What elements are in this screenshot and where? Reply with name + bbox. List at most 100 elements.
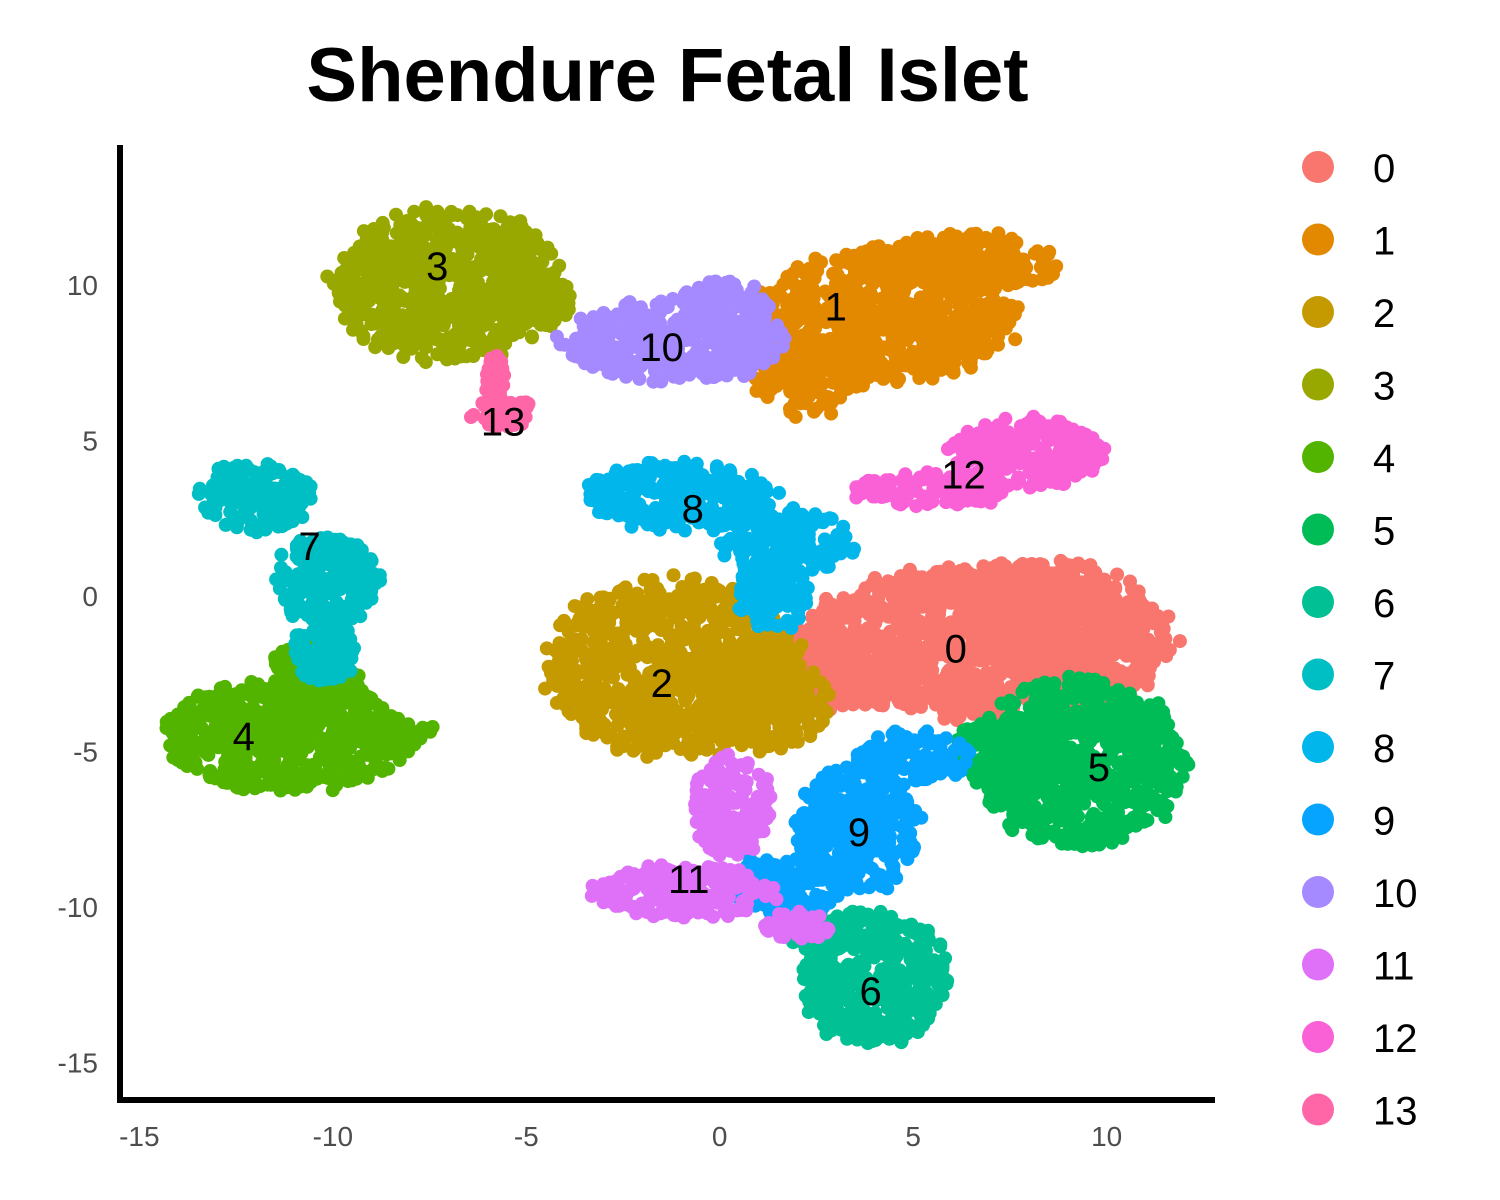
cluster-3-point xyxy=(479,207,494,222)
cluster-0-point xyxy=(863,678,878,693)
cluster-1-point xyxy=(974,336,989,351)
cluster-2-point xyxy=(766,686,781,700)
cluster-1-point xyxy=(858,346,873,361)
cluster-2-point xyxy=(575,632,589,647)
cluster-3-point xyxy=(337,311,352,326)
cluster-0-point xyxy=(1007,611,1022,626)
cluster-0-point xyxy=(951,685,966,700)
cluster-3-point xyxy=(503,215,518,230)
cluster-3-point xyxy=(403,216,418,231)
cluster-1-point xyxy=(809,346,824,361)
cluster-3-point xyxy=(348,291,363,306)
cluster-1-point xyxy=(786,292,801,307)
cluster-0-point xyxy=(1116,618,1131,633)
cluster-1-point xyxy=(1041,247,1056,262)
cluster-2-point xyxy=(666,568,681,583)
cluster-3-points xyxy=(320,200,577,370)
cluster-1-point xyxy=(795,279,810,294)
cluster-0-point xyxy=(989,558,1004,573)
cluster-0-point xyxy=(915,570,930,585)
cluster-1-point xyxy=(877,312,892,327)
cluster-1-point xyxy=(776,277,791,292)
cluster-2-point xyxy=(686,581,701,596)
cluster-0-point xyxy=(1161,609,1176,624)
cluster-0-point xyxy=(1107,629,1122,644)
cluster-2-point xyxy=(557,613,571,628)
cluster-0-point xyxy=(969,616,984,631)
cluster-0-point xyxy=(872,586,887,601)
cluster-1-point xyxy=(946,365,961,380)
cluster-2-point xyxy=(751,714,766,728)
cluster-2-point xyxy=(798,672,813,687)
cluster-0-point xyxy=(884,687,899,702)
cluster-2-point xyxy=(682,706,697,721)
cluster-3-point xyxy=(452,283,466,298)
cluster-0-point xyxy=(808,633,823,648)
cluster-0-point xyxy=(1015,557,1030,571)
cluster-2-point xyxy=(777,634,792,649)
cluster-3-point xyxy=(483,235,498,250)
cluster-2-point xyxy=(560,695,575,710)
cluster-3-point xyxy=(356,224,371,239)
cluster-3-point xyxy=(368,340,383,355)
cluster-2-point xyxy=(700,647,715,662)
cluster-2-point xyxy=(637,643,651,658)
cluster-2-point xyxy=(739,714,754,729)
cluster-0-point xyxy=(1008,595,1023,610)
cluster-2-point xyxy=(615,582,630,597)
cluster-3-point xyxy=(553,282,568,296)
cluster-2-point xyxy=(678,651,693,666)
cluster-0-point xyxy=(896,647,911,661)
cluster-0-point xyxy=(853,588,868,603)
cluster-2-point xyxy=(707,583,722,598)
cluster-3-point xyxy=(520,232,535,247)
cluster-0-point xyxy=(973,578,988,593)
cluster-0-point xyxy=(1040,600,1055,615)
cluster-2-point xyxy=(623,717,638,731)
cluster-1-point xyxy=(978,268,993,283)
cluster-3-point xyxy=(373,225,388,240)
cluster-0-point xyxy=(899,576,914,591)
cluster-3-point xyxy=(519,316,534,331)
cluster-0-point xyxy=(1132,674,1147,689)
cluster-1-point xyxy=(943,228,958,243)
cluster-1-point xyxy=(783,403,798,417)
cluster-0-point xyxy=(858,640,873,655)
cluster-3-point xyxy=(373,290,388,304)
cluster-3-point xyxy=(444,204,459,219)
cluster-0-point xyxy=(854,662,868,677)
cluster-3-point xyxy=(496,273,511,287)
cluster-0-point xyxy=(1147,616,1162,631)
cluster-2-point xyxy=(654,623,669,637)
cluster-2-point xyxy=(697,729,711,744)
cluster-2-point xyxy=(697,634,712,649)
cluster-0-point xyxy=(1048,579,1063,594)
cluster-3-point xyxy=(398,265,413,280)
cluster-3-point xyxy=(445,336,460,351)
cluster-0-point xyxy=(933,590,948,605)
cluster-0-point xyxy=(1079,637,1094,652)
cluster-1-point xyxy=(892,273,907,288)
cluster-2-point xyxy=(600,668,615,683)
cluster-0-point xyxy=(858,600,873,615)
cluster-1-point xyxy=(890,250,905,265)
cluster-0-point xyxy=(938,684,953,699)
cluster-1-point xyxy=(918,253,933,268)
cluster-1-point xyxy=(948,253,963,268)
cluster-1-point xyxy=(993,246,1008,261)
cluster-3-point xyxy=(350,256,365,271)
cluster-2-point xyxy=(800,694,815,709)
cluster-0-point xyxy=(1029,565,1044,580)
cluster-3-point xyxy=(508,287,523,302)
cluster-1-point xyxy=(783,384,798,399)
cluster-1-point xyxy=(909,304,924,319)
cluster-2-point xyxy=(815,714,830,729)
cluster-1-point xyxy=(963,360,978,375)
cluster-0-point xyxy=(1080,655,1095,670)
cluster-2-point xyxy=(638,613,653,627)
cluster-1-point xyxy=(978,230,993,245)
cluster-1-point xyxy=(907,264,922,279)
cluster-2-point xyxy=(617,690,632,705)
cluster-1-point xyxy=(810,263,825,278)
